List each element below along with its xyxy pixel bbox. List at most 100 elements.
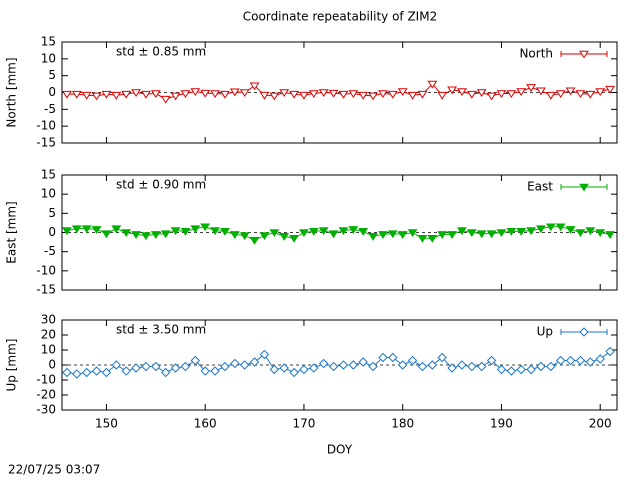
marker <box>348 360 359 370</box>
legend-marker <box>579 183 589 192</box>
marker <box>555 223 566 232</box>
marker <box>229 88 240 97</box>
marker <box>101 367 112 378</box>
marker <box>536 87 546 96</box>
marker <box>269 364 280 375</box>
marker <box>486 355 497 366</box>
y-tick-label: -10 <box>36 119 56 133</box>
marker <box>279 89 290 98</box>
marker <box>299 91 309 100</box>
marker <box>269 92 280 101</box>
marker <box>585 90 596 99</box>
marker <box>545 91 556 100</box>
marker <box>427 360 438 370</box>
y-tick-label: 0 <box>48 85 56 99</box>
marker <box>141 232 151 241</box>
marker <box>387 230 398 239</box>
y-tick-label: 0 <box>48 358 56 372</box>
marker <box>220 361 230 372</box>
marker <box>259 91 270 100</box>
marker <box>328 230 339 239</box>
marker <box>151 361 161 372</box>
x-tick-label: 170 <box>292 417 315 431</box>
marker <box>299 364 309 375</box>
chart-title: Coordinate repeatability of ZIM2 <box>243 10 437 24</box>
marker <box>111 225 122 234</box>
marker <box>229 231 240 239</box>
marker <box>141 361 151 372</box>
marker <box>555 90 566 99</box>
marker <box>467 361 477 372</box>
marker <box>230 358 240 369</box>
legend-marker <box>579 50 589 59</box>
y-tick-label: 15 <box>41 35 56 49</box>
marker <box>437 91 448 100</box>
marker <box>427 80 438 89</box>
x-tick-label: 200 <box>589 417 612 431</box>
marker <box>279 233 290 241</box>
marker <box>190 225 201 234</box>
annotation: std ± 3.50 mm <box>116 323 206 337</box>
marker <box>62 227 72 236</box>
marker <box>239 360 250 370</box>
marker <box>368 92 378 101</box>
marker <box>111 91 122 100</box>
marker <box>190 88 201 97</box>
marker <box>496 364 507 375</box>
marker <box>289 367 299 378</box>
marker <box>585 357 596 367</box>
marker <box>447 363 457 373</box>
marker <box>200 223 211 232</box>
marker <box>121 229 132 238</box>
marker <box>71 90 82 99</box>
y-tick-label: -5 <box>44 244 56 258</box>
marker <box>397 88 408 97</box>
marker <box>397 231 408 239</box>
y-tick-label: 5 <box>48 206 56 220</box>
y-axis-label: East [mm] <box>5 201 19 263</box>
marker <box>585 227 596 236</box>
marker <box>338 90 349 99</box>
marker <box>101 90 112 99</box>
marker <box>476 361 487 372</box>
marker <box>556 355 566 366</box>
marker <box>466 90 477 99</box>
marker <box>81 91 92 100</box>
marker <box>269 229 280 238</box>
marker <box>447 86 457 95</box>
marker <box>605 346 615 357</box>
marker <box>239 89 250 98</box>
legend-label: North <box>519 47 553 61</box>
marker <box>289 234 299 243</box>
marker <box>605 231 615 239</box>
marker <box>526 84 536 92</box>
marker <box>595 229 606 238</box>
marker <box>101 230 112 239</box>
marker <box>318 89 329 98</box>
y-axis-label: Up [mm] <box>5 339 19 392</box>
marker <box>200 89 211 98</box>
marker <box>407 355 418 366</box>
legend-label: Up <box>537 325 553 339</box>
annotation: std ± 0.85 mm <box>116 45 206 59</box>
marker <box>466 229 477 238</box>
marker <box>180 90 191 99</box>
marker <box>249 236 260 245</box>
marker <box>239 232 250 241</box>
marker <box>121 90 132 99</box>
marker <box>387 90 398 99</box>
marker <box>536 361 546 372</box>
y-tick-label: 10 <box>41 51 56 65</box>
marker <box>506 90 517 99</box>
marker <box>368 361 378 372</box>
x-tick-label: 190 <box>490 417 513 431</box>
y-tick-label: 10 <box>41 187 56 201</box>
marker <box>565 87 576 96</box>
y-tick-label: 5 <box>48 68 56 82</box>
y-tick-label: -10 <box>36 263 56 277</box>
marker <box>388 352 398 363</box>
marker <box>417 234 428 243</box>
marker <box>476 230 487 239</box>
y-tick-label: 10 <box>41 343 56 357</box>
marker <box>407 229 418 238</box>
